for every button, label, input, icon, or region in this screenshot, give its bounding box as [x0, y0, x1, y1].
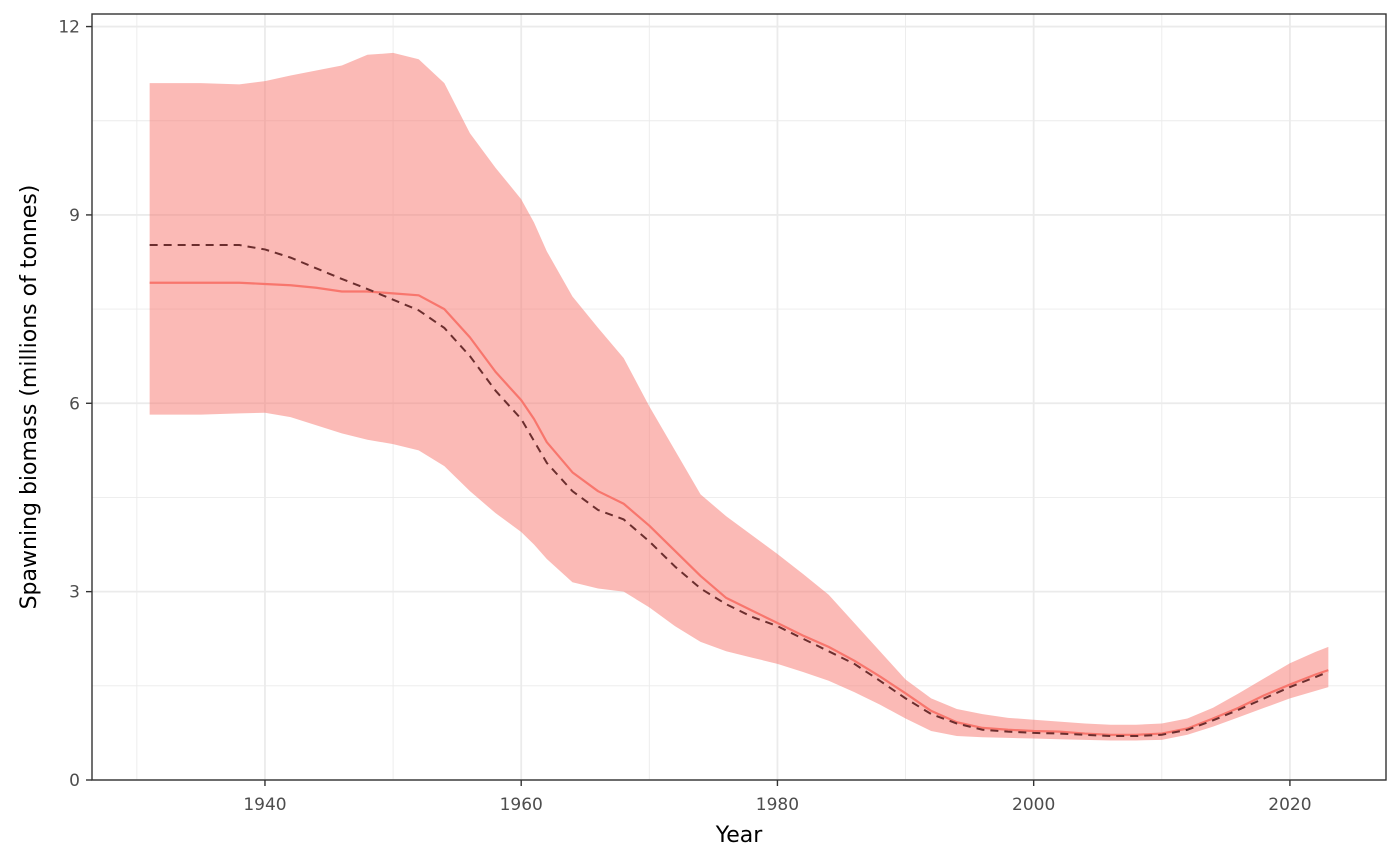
- y-axis-ticks: 0 3 6 9 12: [58, 18, 92, 791]
- panel-border: [91, 13, 1387, 781]
- x-tick-label: 1960: [500, 795, 543, 815]
- x-axis-ticks: 1940 1960 1980 2000 2020: [243, 780, 1312, 815]
- series-line-reference: [149, 244, 1329, 738]
- uncertainty-ribbon: [149, 52, 1329, 741]
- x-tick-label: 2000: [1012, 795, 1055, 815]
- y-tick-label: 9: [69, 206, 80, 226]
- x-tick-label: 1940: [243, 795, 286, 815]
- y-tick-label: 12: [58, 18, 80, 38]
- y-tick-label: 3: [69, 583, 80, 603]
- x-tick-label: 1980: [756, 795, 799, 815]
- x-tick-label: 2020: [1268, 795, 1311, 815]
- x-axis-title: Year: [715, 823, 764, 848]
- y-tick-label: 0: [69, 771, 80, 791]
- series-line-estimate: [149, 281, 1329, 736]
- y-axis-title: Spawning biomass (millions of tonnes): [17, 185, 42, 610]
- y-tick-label: 6: [69, 394, 80, 414]
